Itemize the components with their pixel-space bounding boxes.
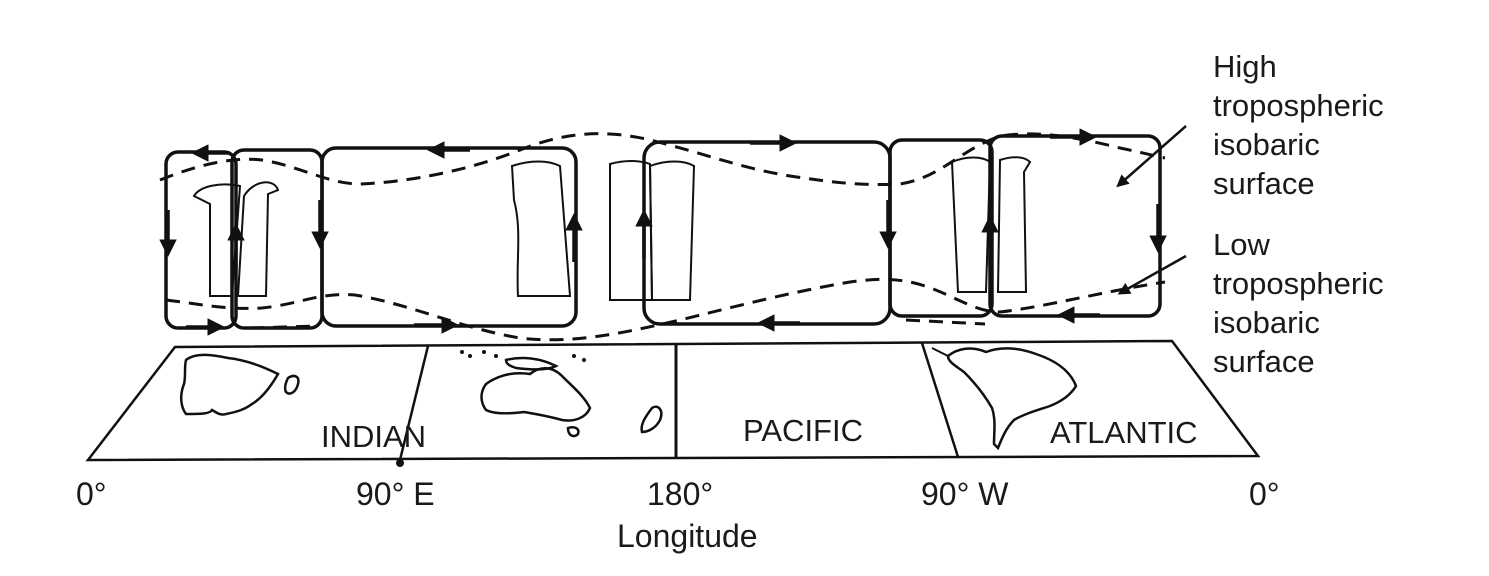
australia-shape	[480, 367, 592, 422]
cell-east-pacific	[888, 138, 994, 318]
convection-towers	[192, 156, 1032, 301]
tasmania-shape	[566, 426, 580, 438]
atlantic-divider	[920, 342, 960, 458]
longitude-label-180: 180°	[647, 476, 714, 512]
longitude-label-0-east: 0°	[1249, 476, 1280, 512]
legend-high-line-2: tropospheric	[1213, 88, 1384, 123]
tower-africa-west	[192, 183, 242, 297]
legend-pointers	[1116, 125, 1187, 295]
legend-high-line-3: isobaric	[1213, 127, 1320, 162]
new-guinea-shape	[504, 356, 559, 371]
cell-atlantic	[988, 134, 1162, 318]
map-outline	[85, 339, 1261, 462]
cell-east-africa	[230, 148, 324, 330]
low-surface-bridge-2	[905, 318, 986, 326]
south-america-shape	[946, 347, 1078, 451]
axis-title: Longitude	[617, 518, 758, 554]
ocean-label-indian: INDIAN	[321, 419, 427, 454]
isobaric-surfaces	[159, 132, 1166, 342]
cell-indian-ocean	[320, 146, 578, 328]
legend-high-line-4: surface	[1213, 166, 1315, 201]
tower-africa-east	[236, 181, 280, 297]
longitude-label-90e: 90° E	[356, 476, 435, 512]
ocean-label-atlantic: ATLANTIC	[1050, 415, 1198, 450]
tower-indonesia-east	[609, 160, 654, 301]
longitude-label-0-west: 0°	[76, 476, 107, 512]
cell-pacific	[642, 140, 892, 326]
legend-low-line-1: Low	[1213, 227, 1270, 262]
high-isobaric-surface	[159, 132, 1166, 187]
ocean-label-pacific: PACIFIC	[743, 413, 863, 448]
indian-ocean-divider	[398, 345, 430, 461]
legend-low-line-4: surface	[1213, 344, 1315, 379]
low-isobaric-surface	[165, 277, 1166, 342]
madagascar-shape	[283, 374, 300, 395]
legend-high-surface: High tropospheric isobaric surface	[1213, 47, 1384, 203]
world-map-strip	[85, 339, 1261, 462]
legend-high-line-1: High	[1213, 49, 1277, 84]
tower-atlantic	[996, 156, 1032, 293]
longitude-label-90w: 90° W	[921, 476, 1009, 512]
new-zealand-shape	[640, 405, 663, 434]
high-legend-pointer	[1116, 125, 1187, 188]
legend-low-line-3: isobaric	[1213, 305, 1320, 340]
africa-shape	[180, 353, 280, 416]
legend-low-surface: Low tropospheric isobaric surface	[1213, 225, 1384, 381]
tower-east-pacific	[648, 160, 696, 301]
central-america-shape	[931, 347, 949, 357]
circulation-arrows	[159, 128, 1167, 336]
low-legend-pointer	[1117, 254, 1187, 295]
tower-indonesia-west	[510, 160, 572, 297]
islands	[396, 350, 586, 467]
legend-low-line-2: tropospheric	[1213, 266, 1384, 301]
tower-south-america	[950, 156, 992, 293]
